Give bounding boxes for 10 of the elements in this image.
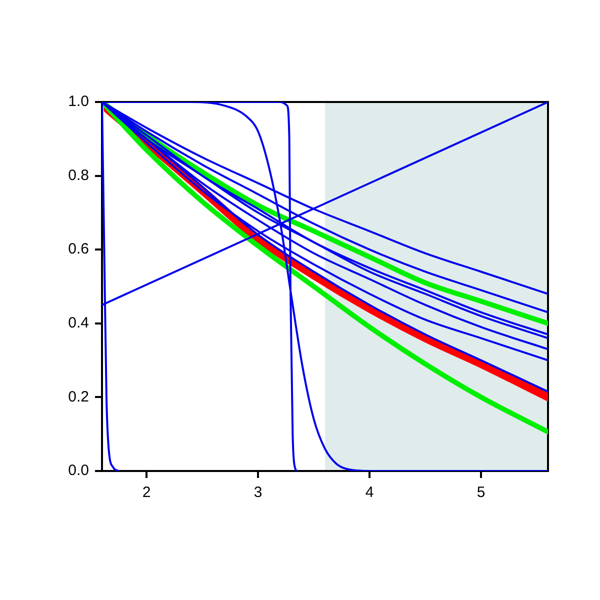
x-tick-label: 2 <box>142 484 151 502</box>
y-tick-label: 0.8 <box>68 166 89 184</box>
x-tick-label: 4 <box>365 484 374 502</box>
y-tick-label: 0.6 <box>68 240 89 258</box>
y-tick-label: 1.0 <box>68 93 89 110</box>
y-tick-label: 0.4 <box>68 314 89 332</box>
y-tick-label: 0.2 <box>68 388 89 406</box>
x-tick-label: 3 <box>254 484 262 502</box>
x-tick-label: 5 <box>476 484 486 502</box>
y-tick-label: 0.0 <box>68 462 89 480</box>
